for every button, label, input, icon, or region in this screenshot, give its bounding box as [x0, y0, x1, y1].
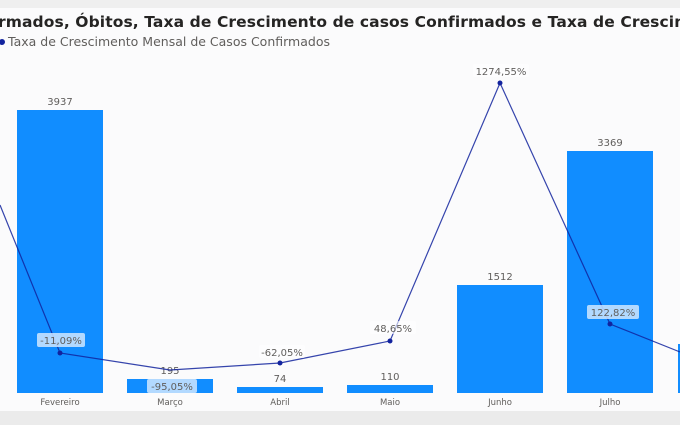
bar-maio[interactable] [347, 385, 433, 393]
x-axis-label: Julho [599, 398, 621, 408]
legend-marker-icon [0, 38, 5, 45]
chart-card [0, 8, 680, 411]
top-strip [0, 0, 680, 8]
line-value-label: 1274,55% [476, 67, 527, 78]
chart-title: rmados, Óbitos, Taxa de Crescimento de c… [0, 13, 680, 31]
bar-value-label: 110 [380, 372, 399, 383]
bar-value-label: 195 [160, 366, 179, 377]
x-axis-label: Junho [487, 398, 512, 408]
legend[interactable]: Taxa de Crescimento Mensal de Casos Conf… [0, 34, 330, 49]
line-point[interactable] [497, 80, 503, 86]
bar-junho[interactable] [457, 285, 543, 393]
line-series [0, 80, 680, 371]
x-axis-label: Abril [270, 398, 289, 408]
x-axis-label: Fevereiro [40, 398, 79, 408]
line-value-label: 48,65% [374, 324, 412, 335]
x-axis-label: Março [157, 398, 183, 408]
line-point[interactable] [387, 338, 393, 344]
line-point[interactable] [607, 321, 613, 327]
bar-value-label: 1512 [487, 272, 512, 283]
growth-rate-line[interactable] [0, 81, 680, 371]
bar-julho[interactable] [567, 151, 653, 393]
bar-value-label: 3937 [47, 97, 72, 108]
bar-series [17, 110, 680, 393]
line-value-labels: -11,09% -95,05% -62,05% 48,65% 1274,55% … [37, 64, 639, 393]
line-value-label: 122,82% [591, 308, 636, 319]
line-value-label: -95,05% [151, 382, 193, 393]
bar-value-label: 74 [274, 374, 287, 385]
x-axis-label: Maio [380, 398, 400, 408]
line-point[interactable] [57, 350, 63, 356]
line-value-label: -11,09% [40, 336, 82, 347]
bar-value-label: 3369 [597, 138, 622, 149]
line-point[interactable] [277, 360, 283, 366]
bar-partial-next[interactable] [678, 344, 680, 393]
bar-abril[interactable] [237, 387, 323, 393]
line-value-label: -62,05% [261, 348, 303, 359]
legend-label: Taxa de Crescimento Mensal de Casos Conf… [8, 34, 330, 49]
bar-value-labels: 3937 195 74 110 1512 3369 [47, 97, 622, 385]
x-axis: Fevereiro Março Abril Maio Junho Julho [40, 398, 620, 408]
